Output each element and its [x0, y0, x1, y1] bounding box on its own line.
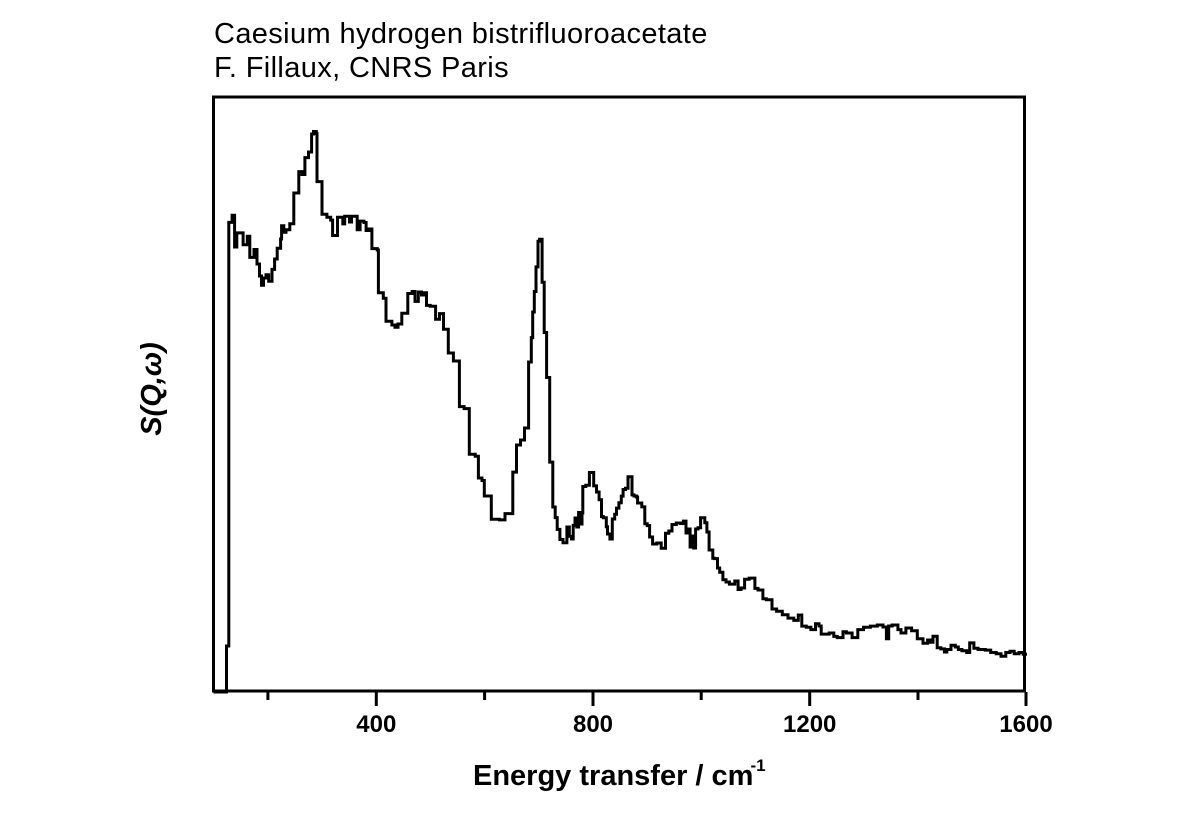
svg-text:F. Fillaux, CNRS Paris: F. Fillaux, CNRS Paris — [214, 52, 509, 84]
svg-text:800: 800 — [573, 711, 613, 738]
svg-text:1200: 1200 — [783, 711, 836, 738]
svg-text:S(Q,ω): S(Q,ω) — [136, 342, 168, 435]
svg-text:Energy transfer / cm: Energy transfer / cm — [473, 760, 753, 792]
svg-text:Caesium hydrogen bistrifluoroa: Caesium hydrogen bistrifluoroacetate — [214, 18, 708, 50]
svg-text:400: 400 — [356, 711, 396, 738]
svg-text:-1: -1 — [751, 756, 766, 775]
svg-text:1600: 1600 — [999, 711, 1052, 738]
